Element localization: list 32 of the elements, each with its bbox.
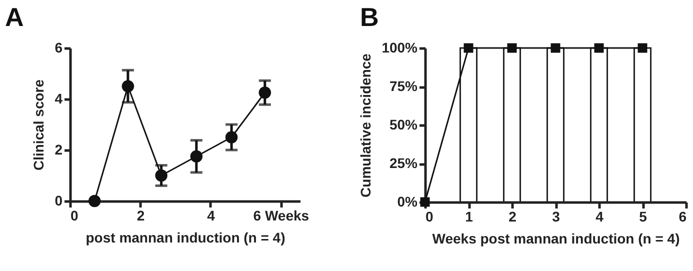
y-tick-label: 75% bbox=[389, 78, 418, 94]
x-tick-label: 0 bbox=[70, 208, 78, 224]
x-tick-label: 3 bbox=[552, 208, 560, 224]
y-tick-label: 4 bbox=[54, 90, 63, 106]
y-tick-label: 50% bbox=[389, 116, 418, 132]
y-tick-label: 0% bbox=[397, 194, 418, 210]
point bbox=[88, 194, 101, 208]
x-axis-title: Weeks post mannan induction (n = 4) bbox=[432, 230, 680, 246]
point bbox=[122, 80, 134, 92]
point bbox=[155, 169, 168, 182]
x-tick-label: 2 bbox=[508, 208, 517, 224]
y-tick-label: 2 bbox=[54, 142, 63, 158]
point bbox=[190, 150, 203, 162]
y-tick-label: 0 bbox=[54, 192, 63, 208]
y-axis-title: Clinical score bbox=[30, 79, 47, 171]
x-tick-label: 6 bbox=[678, 208, 687, 224]
x-tick-label: 6 Weeks bbox=[253, 208, 310, 224]
y-tick-label: 25% bbox=[389, 155, 418, 171]
chart-title: B bbox=[360, 2, 379, 32]
x-axis-title: post mannan induction (n = 4) bbox=[86, 230, 286, 246]
x-tick-label: 1 bbox=[465, 208, 474, 224]
point bbox=[258, 86, 272, 99]
y-tick-label: 100% bbox=[382, 40, 418, 56]
y-axis-title: Cumulative incidence bbox=[358, 53, 374, 198]
y-tick-label: 6 bbox=[54, 40, 63, 56]
x-tick-label: 0 bbox=[426, 208, 434, 224]
x-tick-label: 2 bbox=[136, 208, 145, 224]
x-tick-label: 5 bbox=[639, 208, 648, 224]
x-tick-label: 4 bbox=[207, 208, 216, 224]
point bbox=[225, 131, 238, 144]
x-tick-label: 4 bbox=[596, 208, 604, 224]
chart-title: A bbox=[5, 2, 24, 32]
